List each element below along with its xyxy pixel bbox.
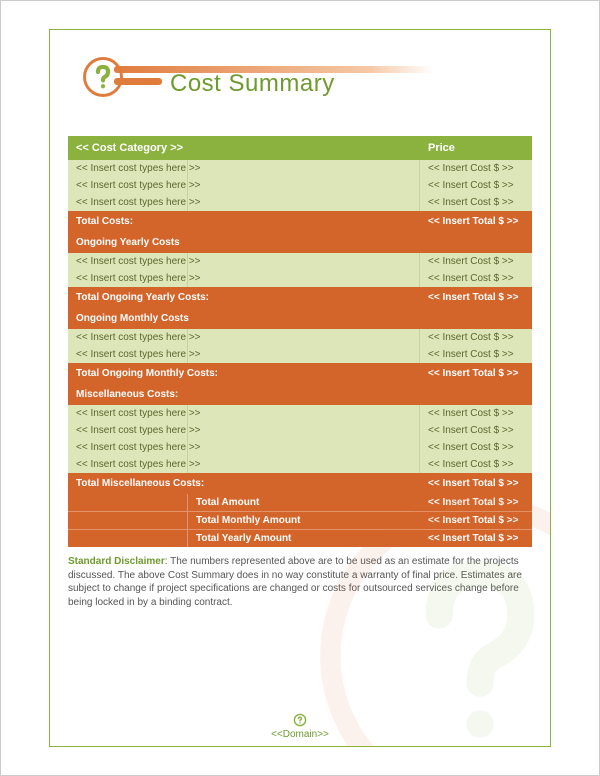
section-heading-row: Miscellaneous Costs:	[68, 384, 532, 405]
disclaimer: Standard Disclaimer: The numbers represe…	[68, 555, 532, 609]
table-row: << Insert cost types here >><< Insert Co…	[68, 329, 532, 346]
section-heading-blank	[420, 308, 532, 329]
section-heading: Miscellaneous Costs:	[68, 384, 420, 405]
cell-price: << Insert Cost $ >>	[420, 405, 532, 422]
footer-question-icon	[293, 713, 307, 727]
section-heading-blank	[420, 384, 532, 405]
question-mark-circle-icon	[82, 56, 124, 98]
summary-label: Total Yearly Amount	[188, 530, 420, 547]
cell-price: << Insert Cost $ >>	[420, 456, 532, 473]
summary-value: << Insert Total $ >>	[420, 512, 532, 529]
disclaimer-label: Standard Disclaimer	[68, 556, 165, 567]
cell-desc: << Insert cost types here >>	[68, 160, 420, 177]
total-value: << Insert Total $ >>	[420, 473, 532, 494]
total-label: Total Ongoing Yearly Costs:	[68, 287, 420, 308]
cell-price: << Insert Cost $ >>	[420, 253, 532, 270]
summary-value: << Insert Total $ >>	[420, 530, 532, 547]
section-heading-blank	[420, 232, 532, 253]
cell-price: << Insert Cost $ >>	[420, 346, 532, 363]
summary-row: Total Monthly Amount<< Insert Total $ >>	[68, 511, 532, 529]
total-row: Total Costs:<< Insert Total $ >>	[68, 211, 532, 232]
table-row: << Insert cost types here >><< Insert Co…	[68, 439, 532, 456]
cell-desc: << Insert cost types here >>	[68, 456, 420, 473]
page-title: Cost Summary	[170, 70, 335, 98]
summary-label: Total Amount	[188, 494, 420, 511]
summary-value: << Insert Total $ >>	[420, 494, 532, 511]
cell-desc: << Insert cost types here >>	[68, 439, 420, 456]
cell-desc: << Insert cost types here >>	[68, 422, 420, 439]
header-price-label: Price	[420, 136, 532, 160]
table-row: << Insert cost types here >><< Insert Co…	[68, 253, 532, 270]
summary-blank	[68, 512, 188, 529]
section-heading: Ongoing Monthly Costs	[68, 308, 420, 329]
table-row: << Insert cost types here >><< Insert Co…	[68, 160, 532, 177]
cell-price: << Insert Cost $ >>	[420, 270, 532, 287]
section-heading: Ongoing Yearly Costs	[68, 232, 420, 253]
cell-desc: << Insert cost types here >>	[68, 405, 420, 422]
cell-price: << Insert Cost $ >>	[420, 177, 532, 194]
header-category-label: << Cost Category >>	[68, 136, 420, 160]
table-row: << Insert cost types here >><< Insert Co…	[68, 270, 532, 287]
total-row: Total Ongoing Monthly Costs:<< Insert To…	[68, 363, 532, 384]
cost-table: << Cost Category >> Price << Insert cost…	[68, 136, 532, 547]
table-row: << Insert cost types here >><< Insert Co…	[68, 456, 532, 473]
summary-row: Total Yearly Amount<< Insert Total $ >>	[68, 529, 532, 547]
total-value: << Insert Total $ >>	[420, 363, 532, 384]
table-row: << Insert cost types here >><< Insert Co…	[68, 346, 532, 363]
cell-desc: << Insert cost types here >>	[68, 253, 420, 270]
document-page: Cost Summary << Cost Category >> Price <…	[49, 29, 551, 747]
cell-desc: << Insert cost types here >>	[68, 177, 420, 194]
table-header-row: << Cost Category >> Price	[68, 136, 532, 160]
summary-row: Total Amount<< Insert Total $ >>	[68, 494, 532, 511]
table-row: << Insert cost types here >><< Insert Co…	[68, 177, 532, 194]
cell-price: << Insert Cost $ >>	[420, 422, 532, 439]
footer-text: <<Domain>>	[50, 729, 550, 740]
cell-desc: << Insert cost types here >>	[68, 194, 420, 211]
document-header: Cost Summary	[68, 52, 532, 122]
total-label: Total Miscellaneous Costs:	[68, 473, 420, 494]
cell-desc: << Insert cost types here >>	[68, 346, 420, 363]
total-value: << Insert Total $ >>	[420, 287, 532, 308]
table-row: << Insert cost types here >><< Insert Co…	[68, 194, 532, 211]
cell-desc: << Insert cost types here >>	[68, 329, 420, 346]
summary-blank	[68, 530, 188, 547]
cell-price: << Insert Cost $ >>	[420, 439, 532, 456]
summary-label: Total Monthly Amount	[188, 512, 420, 529]
summary-blank	[68, 494, 188, 511]
table-row: << Insert cost types here >><< Insert Co…	[68, 405, 532, 422]
cell-price: << Insert Cost $ >>	[420, 329, 532, 346]
total-row: Total Ongoing Yearly Costs:<< Insert Tot…	[68, 287, 532, 308]
cell-desc: << Insert cost types here >>	[68, 270, 420, 287]
total-value: << Insert Total $ >>	[420, 211, 532, 232]
page-footer: <<Domain>>	[50, 713, 550, 740]
table-row: << Insert cost types here >><< Insert Co…	[68, 422, 532, 439]
total-row: Total Miscellaneous Costs:<< Insert Tota…	[68, 473, 532, 494]
section-heading-row: Ongoing Yearly Costs	[68, 232, 532, 253]
summary-block: Total Amount<< Insert Total $ >>Total Mo…	[68, 494, 532, 547]
cell-price: << Insert Cost $ >>	[420, 160, 532, 177]
section-heading-row: Ongoing Monthly Costs	[68, 308, 532, 329]
total-label: Total Ongoing Monthly Costs:	[68, 363, 420, 384]
total-label: Total Costs:	[68, 211, 420, 232]
cell-price: << Insert Cost $ >>	[420, 194, 532, 211]
